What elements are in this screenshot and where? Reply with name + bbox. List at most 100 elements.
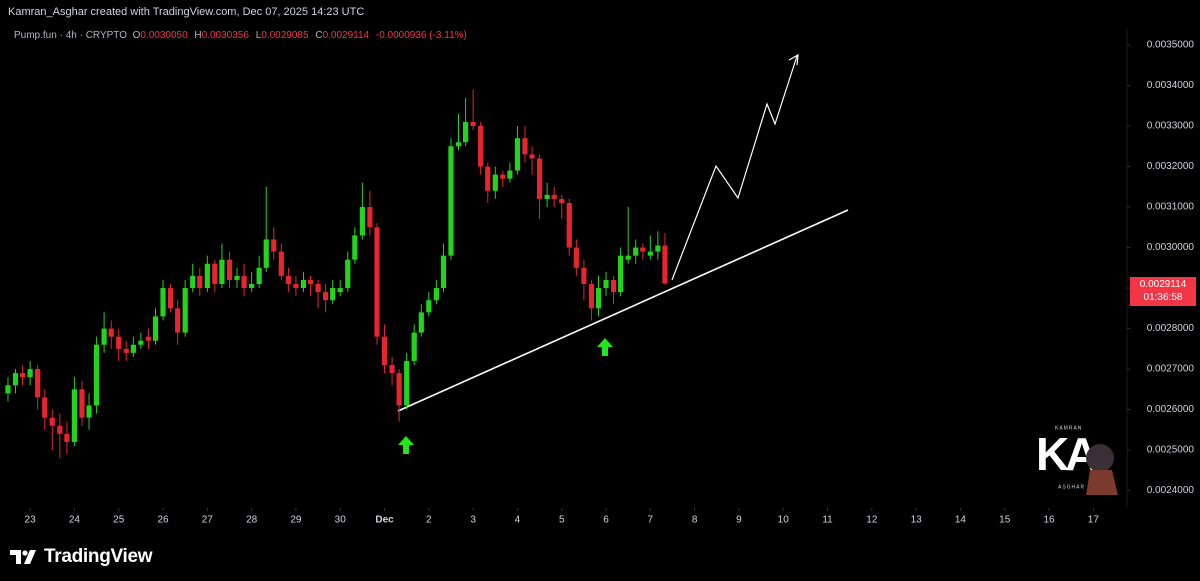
y-tick-label: 0.0032000 <box>1147 161 1195 172</box>
candle-body <box>241 275 247 289</box>
candle-body <box>160 288 166 317</box>
candle-body <box>101 328 107 345</box>
x-tick-label: 28 <box>246 515 258 526</box>
chart: KAMRAN KA ASGHAR 0.0024000 0.0025000 0.002… <box>5 28 1195 526</box>
candle-body <box>167 288 174 309</box>
candle-body <box>345 259 351 289</box>
x-tick-label: 16 <box>1043 515 1055 526</box>
candle-body <box>190 275 196 289</box>
x-tick-label: 17 <box>1088 515 1100 526</box>
candle-body <box>182 288 188 333</box>
candle-body <box>389 365 395 374</box>
candle-body <box>175 308 181 333</box>
y-tick-label: 0.0033000 <box>1147 121 1195 132</box>
low-label: L <box>255 30 262 41</box>
symbol: Pump.fun · 4h · CRYPTO <box>14 30 128 41</box>
y-tick-label: 0.0030000 <box>1147 242 1195 253</box>
candle-body <box>514 138 521 171</box>
candle-body <box>381 336 388 366</box>
watermark: KAMRAN KA ASGHAR <box>1036 425 1118 495</box>
candle-body <box>130 344 136 353</box>
attribution: Kamran_Asghar created with TradingView.c… <box>8 6 365 18</box>
x-tick-label: 9 <box>736 515 742 526</box>
candle-body <box>610 279 617 293</box>
candle-body <box>93 344 100 406</box>
candle-body <box>544 194 550 199</box>
candle-body <box>285 275 291 284</box>
candle-body <box>433 288 439 301</box>
projection-path <box>671 55 798 281</box>
candle-body <box>86 405 92 418</box>
symbol-legend: Pump.fun · 4h · CRYPTO O0.0030050 H0.003… <box>14 30 471 41</box>
x-tick-label: 23 <box>25 515 37 526</box>
candle-body <box>478 126 484 167</box>
candle-body <box>145 336 152 341</box>
high-value: 0.0030356 <box>201 30 249 41</box>
candle-body <box>212 263 218 284</box>
x-tick-label: 3 <box>470 515 476 526</box>
candle-body <box>315 284 321 293</box>
candle-body <box>603 279 609 289</box>
brand-logo <box>10 550 36 564</box>
high-label: H <box>194 30 202 41</box>
candle-body <box>448 146 454 256</box>
x-tick-label: 25 <box>113 515 125 526</box>
y-tick-label: 0.0028000 <box>1147 323 1195 334</box>
open-value: 0.0030050 <box>140 30 188 41</box>
x-tick-label: 12 <box>866 515 878 526</box>
x-tick-label: 14 <box>955 515 967 526</box>
candle-body <box>595 288 602 309</box>
candle-body <box>374 227 380 337</box>
candle-body <box>123 348 129 353</box>
candle-body <box>500 174 506 179</box>
x-tick-label: 24 <box>69 515 81 526</box>
watermark-top: KAMRAN <box>1055 425 1082 431</box>
candle-body <box>455 142 462 147</box>
candle-body <box>300 279 307 289</box>
candle-body <box>234 275 240 280</box>
candle-body <box>559 198 565 203</box>
y-tick-label: 0.0026000 <box>1147 404 1195 415</box>
x-tick-label: 7 <box>648 515 654 526</box>
candle-body <box>263 239 269 268</box>
x-tick-label: 4 <box>515 515 521 526</box>
y-tick-label: 0.0031000 <box>1147 202 1195 213</box>
x-tick-label: 6 <box>603 515 609 526</box>
candle-body <box>152 316 159 341</box>
candle-body <box>352 235 358 260</box>
open-label: O <box>132 30 141 41</box>
candle-body <box>588 284 595 309</box>
x-tick-label: 26 <box>157 515 169 526</box>
candle-body <box>271 239 277 252</box>
x-tick-label: 11 <box>822 515 833 526</box>
candle-body <box>492 174 498 191</box>
y-tick-label: 0.0025000 <box>1147 445 1195 456</box>
candle-body <box>323 292 329 301</box>
candle-body <box>138 340 144 345</box>
x-tick-label: 15 <box>999 515 1011 526</box>
x-tick-label: 5 <box>559 515 565 526</box>
candle-body <box>278 251 284 276</box>
x-tick-label: 29 <box>290 515 302 526</box>
candle-body <box>57 425 63 434</box>
candle-body <box>529 154 535 159</box>
candle-body <box>411 332 417 361</box>
close-label: C <box>315 30 323 41</box>
countdown: 01:36:58 <box>1143 292 1183 303</box>
x-tick-label: 2 <box>426 515 432 526</box>
avatar-body <box>1086 470 1118 495</box>
candle-body <box>293 284 299 289</box>
candle-body <box>249 284 255 289</box>
x-tick-label: 13 <box>911 515 923 526</box>
candle-body <box>507 170 513 179</box>
candle-body <box>522 138 528 155</box>
x-tick-label: 30 <box>335 515 347 526</box>
candle-body <box>307 279 314 284</box>
last-price: 0.0029114 <box>1139 279 1187 290</box>
candle-body <box>566 202 572 248</box>
change-value: -0.0000936 (-3.11%) <box>375 30 467 41</box>
x-tick-label: 8 <box>692 515 698 526</box>
candle-body <box>462 121 469 143</box>
candle-body <box>64 433 70 442</box>
candle-body <box>226 259 233 280</box>
